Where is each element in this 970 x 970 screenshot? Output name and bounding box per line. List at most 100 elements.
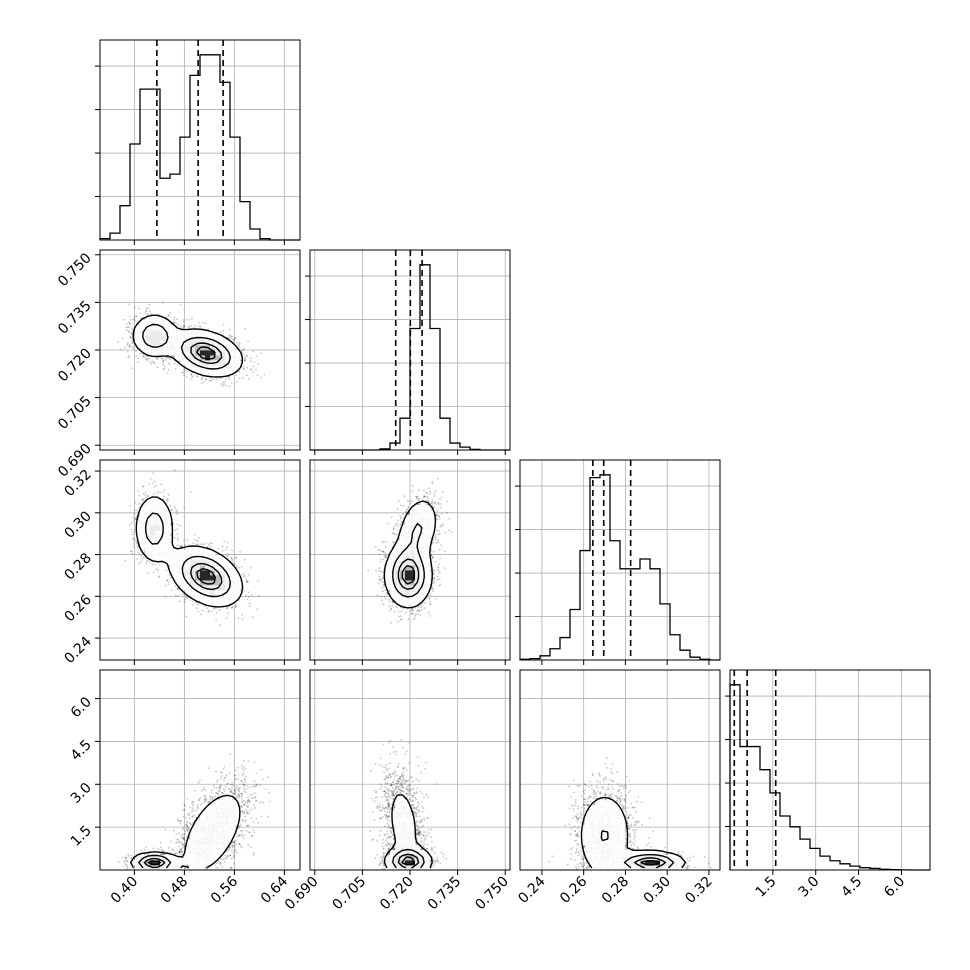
- sample-point: [174, 507, 177, 510]
- sample-point: [162, 368, 165, 370]
- sample-point: [242, 368, 245, 370]
- sample-point: [190, 373, 193, 375]
- sample-point: [226, 607, 228, 610]
- sample-point: [250, 368, 253, 370]
- sample-point: [242, 349, 245, 352]
- sample-point: [227, 554, 229, 557]
- sample-point: [138, 562, 141, 565]
- sample-point: [176, 533, 179, 535]
- sample-point: [127, 356, 130, 359]
- sample-point: [205, 378, 207, 381]
- sample-point: [128, 326, 131, 328]
- sample-point: [148, 560, 151, 563]
- density-cell: [140, 340, 146, 346]
- sample-point: [165, 357, 167, 360]
- density-cell: [150, 315, 156, 321]
- sample-point: [128, 355, 130, 358]
- sample-point: [162, 363, 165, 366]
- sample-point: [206, 607, 208, 610]
- density-cell: [160, 345, 166, 351]
- sample-point: [190, 373, 193, 376]
- joint-panel-0-2: [99, 459, 301, 661]
- sample-point: [163, 489, 166, 491]
- sample-point: [145, 309, 148, 312]
- density-cell: [215, 365, 221, 371]
- density-cell: [135, 335, 141, 341]
- histogram-panel-3: [725, 669, 931, 871]
- sample-point: [228, 378, 231, 381]
- density-cell: [185, 360, 191, 366]
- sample-point: [164, 365, 167, 368]
- sample-point: [195, 539, 198, 542]
- density-cell: [165, 345, 171, 351]
- sample-point: [146, 495, 149, 497]
- contour-line-3: [196, 346, 216, 360]
- density-cell: [200, 370, 206, 376]
- sample-point: [184, 598, 187, 601]
- sample-point: [199, 325, 202, 328]
- sample-point: [158, 575, 161, 578]
- density-cell: [210, 365, 216, 371]
- sample-point: [133, 316, 136, 319]
- sample-point: [167, 357, 170, 360]
- density-cell: [175, 355, 181, 361]
- sample-point: [130, 550, 133, 553]
- sample-point: [182, 327, 184, 329]
- sample-point: [219, 624, 221, 626]
- sample-point: [157, 569, 159, 572]
- sample-point: [132, 318, 135, 321]
- sample-point: [147, 571, 150, 574]
- sample-point: [134, 501, 137, 504]
- density-cell: [230, 355, 236, 361]
- sample-point: [238, 377, 241, 379]
- sample-point: [139, 312, 142, 315]
- sample-point: [130, 550, 132, 552]
- sample-point: [131, 328, 134, 331]
- sample-point: [133, 318, 136, 321]
- sample-point: [246, 374, 248, 377]
- sample-point: [246, 366, 249, 369]
- sample-point: [226, 552, 229, 555]
- sample-point: [173, 536, 176, 539]
- density-cell: [150, 320, 156, 326]
- histogram-frame: [729, 669, 931, 871]
- sample-point: [144, 491, 147, 493]
- density-cell: [190, 350, 196, 356]
- sample-point: [227, 612, 230, 615]
- sample-point: [173, 318, 176, 321]
- sample-point: [257, 363, 260, 365]
- sample-point: [152, 492, 155, 495]
- sample-point: [204, 322, 207, 324]
- sample-point: [176, 539, 179, 541]
- sample-point: [128, 523, 131, 526]
- sample-point: [201, 382, 203, 385]
- joint-panel-0-1: [99, 249, 301, 451]
- sample-point: [176, 587, 179, 590]
- sample-point: [238, 370, 241, 373]
- sample-point: [240, 349, 243, 351]
- sample-point: [259, 352, 262, 355]
- sample-point: [235, 603, 237, 606]
- sample-point: [146, 560, 149, 563]
- sample-point: [233, 337, 236, 340]
- density-cell: [165, 330, 171, 336]
- sample-point: [167, 314, 170, 316]
- sample-point: [220, 383, 223, 385]
- density-cell: [165, 340, 171, 346]
- joint-content: [100, 460, 300, 660]
- sample-point: [131, 342, 134, 345]
- sample-point: [243, 359, 246, 362]
- sample-point: [145, 358, 147, 361]
- sample-point: [153, 361, 155, 364]
- sample-point: [166, 372, 169, 375]
- sample-point: [249, 566, 252, 569]
- sample-point: [128, 343, 131, 346]
- histogram-frame: [519, 459, 721, 661]
- density-cell: [210, 340, 216, 346]
- sample-point: [135, 542, 138, 545]
- sample-point: [129, 322, 131, 325]
- sample-point: [178, 600, 181, 603]
- density-cell: [170, 325, 176, 331]
- sample-point: [193, 538, 195, 541]
- sample-point: [179, 304, 182, 306]
